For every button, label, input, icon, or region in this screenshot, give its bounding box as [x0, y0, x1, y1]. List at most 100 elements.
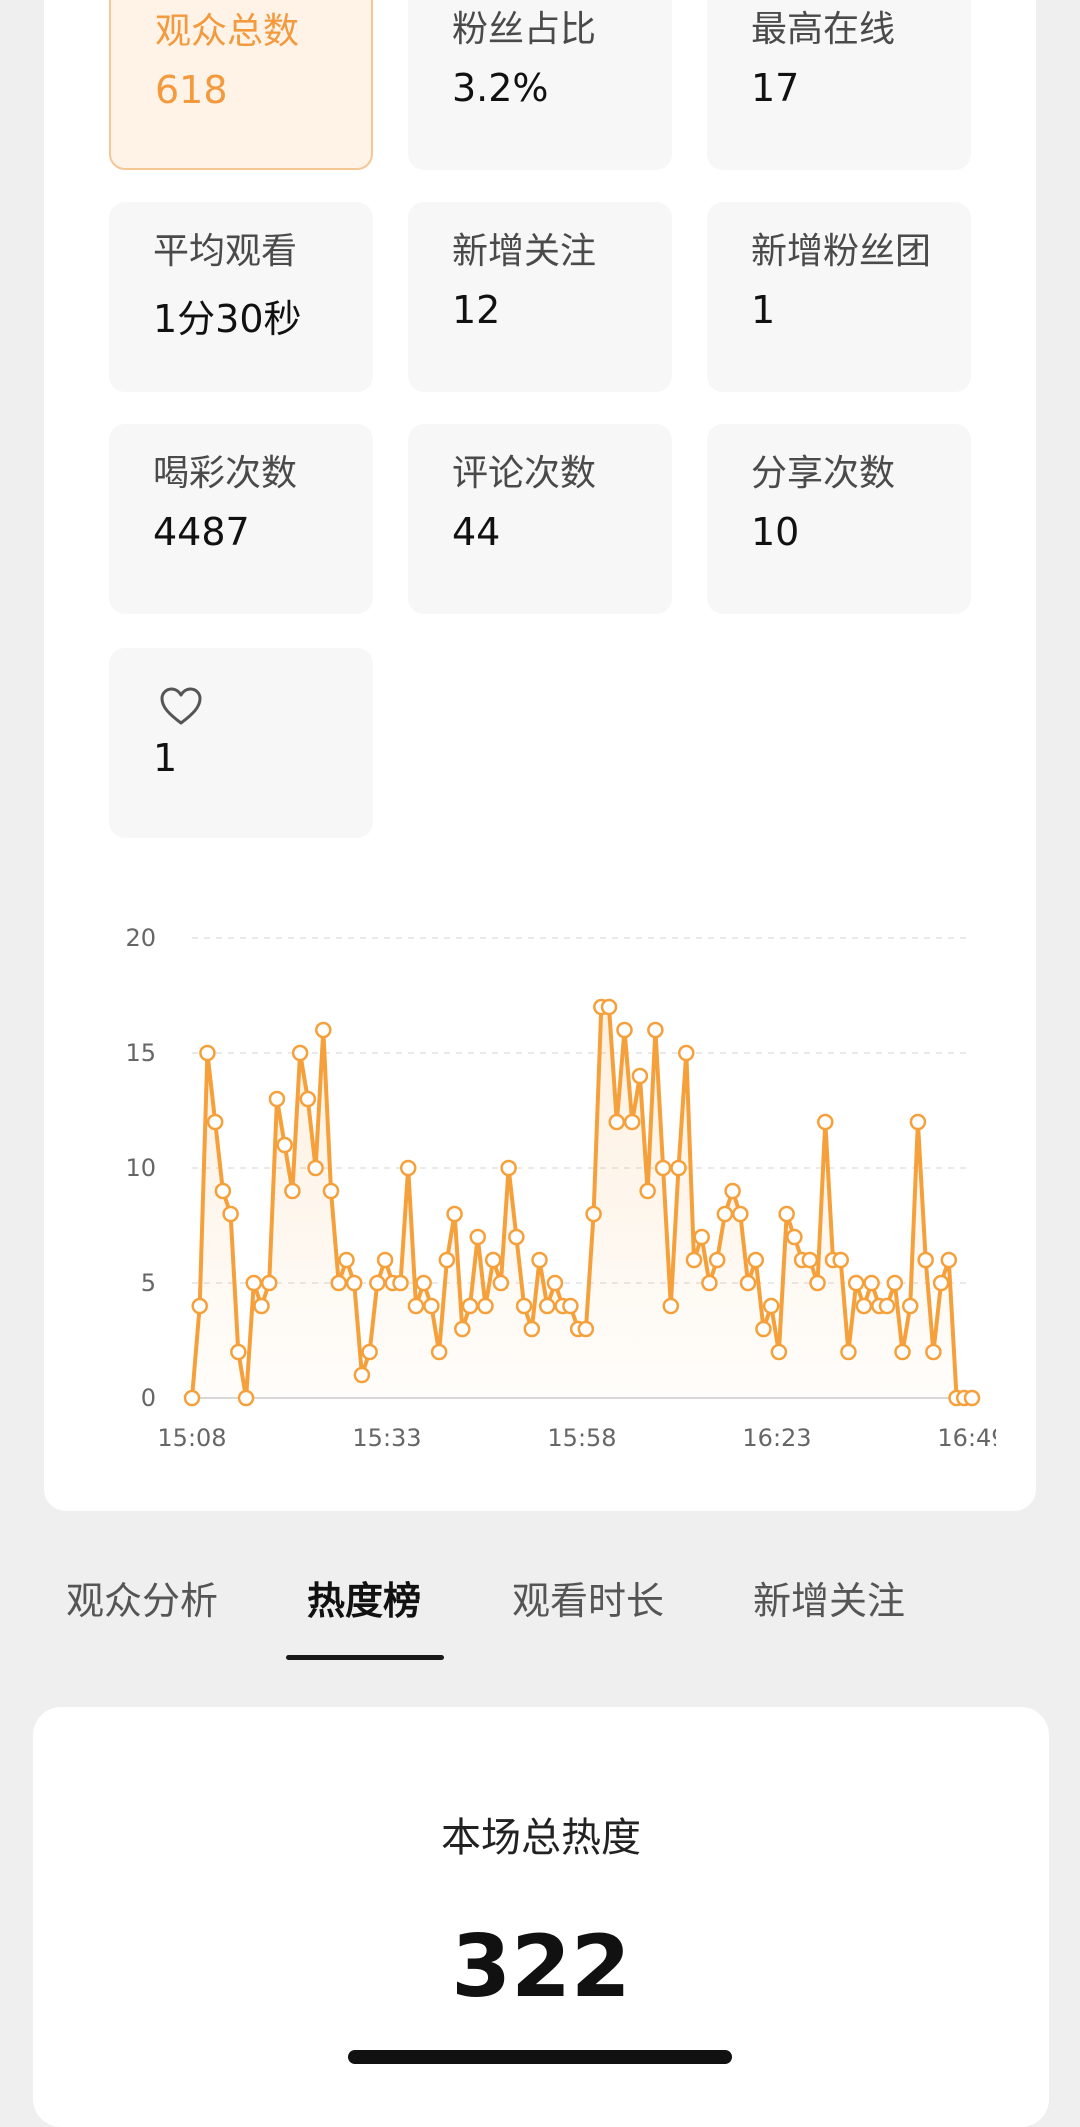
- data-point: [538, 1297, 556, 1315]
- data-point: [855, 1297, 873, 1315]
- stat-value: 1: [153, 736, 178, 780]
- data-point: [546, 1274, 564, 1292]
- data-point: [678, 1044, 695, 1062]
- data-point: [345, 1274, 363, 1292]
- data-point: [832, 1251, 849, 1269]
- data-point: [577, 1320, 595, 1338]
- data-point: [376, 1251, 394, 1269]
- stat-label: 分享次数: [751, 453, 896, 494]
- stat-label: 粉丝占比: [452, 9, 597, 50]
- x-tick-label: 15:58: [547, 1424, 616, 1452]
- data-point: [909, 1113, 927, 1131]
- total-heat-card: 本场总热度 322: [33, 1707, 1049, 2127]
- data-point: [407, 1297, 425, 1315]
- data-point: [708, 1251, 726, 1269]
- stat-tile-new-fan-club[interactable]: 新增粉丝团 1: [707, 202, 971, 392]
- data-point: [925, 1343, 942, 1361]
- stat-tile-cheers[interactable]: 喝彩次数 4487: [109, 424, 373, 614]
- stat-label: 新增粉丝团: [751, 231, 932, 272]
- data-point: [801, 1251, 819, 1269]
- data-point: [222, 1205, 239, 1223]
- y-tick-label: 10: [125, 1154, 156, 1182]
- stat-value: 1: [751, 288, 776, 332]
- stat-tile-avg-watch[interactable]: 平均观看 1分30秒: [109, 202, 373, 392]
- stat-value: 4487: [153, 510, 250, 554]
- data-point: [863, 1274, 880, 1292]
- y-tick-label: 20: [125, 924, 156, 952]
- data-point: [492, 1274, 510, 1292]
- data-point: [353, 1366, 371, 1384]
- data-point: [847, 1274, 865, 1292]
- data-point: [670, 1159, 687, 1177]
- data-point: [755, 1320, 772, 1338]
- data-point: [693, 1228, 710, 1246]
- stat-tile-new-follows[interactable]: 新增关注 12: [408, 202, 672, 392]
- stat-value: 12: [452, 288, 501, 332]
- data-point: [454, 1320, 471, 1338]
- stat-label: 最高在线: [751, 9, 896, 50]
- tab-new-follows[interactable]: 新增关注: [753, 1579, 906, 1623]
- data-point: [770, 1343, 788, 1361]
- data-point: [392, 1274, 409, 1292]
- home-indicator[interactable]: [348, 2050, 732, 2064]
- data-point: [214, 1182, 232, 1200]
- data-point: [901, 1297, 919, 1315]
- active-tab-indicator: [286, 1655, 444, 1660]
- data-point: [701, 1274, 718, 1292]
- data-point: [508, 1228, 525, 1246]
- data-point: [608, 1113, 626, 1131]
- data-point: [399, 1159, 417, 1177]
- x-tick-label: 15:08: [157, 1424, 226, 1452]
- data-point: [963, 1389, 981, 1407]
- data-point: [415, 1274, 432, 1292]
- data-point: [461, 1297, 479, 1315]
- data-point: [840, 1343, 857, 1361]
- stat-tile-likes[interactable]: 1: [109, 648, 373, 838]
- data-point: [369, 1274, 386, 1292]
- data-point: [932, 1274, 950, 1292]
- data-point: [438, 1251, 456, 1269]
- stat-tile-shares[interactable]: 分享次数 10: [707, 424, 971, 614]
- data-point: [430, 1343, 448, 1361]
- data-point: [739, 1274, 757, 1292]
- stat-label: 新增关注: [452, 231, 597, 272]
- data-point: [747, 1251, 765, 1269]
- tab-audience-analysis[interactable]: 观众分析: [66, 1579, 219, 1623]
- data-point: [732, 1205, 749, 1223]
- total-heat-title: 本场总热度: [441, 1815, 641, 1861]
- data-point: [716, 1205, 734, 1223]
- data-point: [886, 1274, 904, 1292]
- stat-value: 10: [751, 510, 800, 554]
- data-point: [817, 1113, 834, 1131]
- data-point: [515, 1297, 533, 1315]
- data-point: [662, 1297, 680, 1315]
- stat-label: 平均观看: [153, 231, 298, 272]
- series-area: [192, 1007, 972, 1398]
- data-point: [446, 1205, 463, 1223]
- data-point: [230, 1343, 247, 1361]
- heart-outline-icon: [160, 687, 202, 725]
- stat-tile-peak-online[interactable]: 最高在线 17: [707, 0, 971, 170]
- data-point: [762, 1297, 780, 1315]
- data-point: [361, 1343, 378, 1361]
- stat-tile-fan-ratio[interactable]: 粉丝占比 3.2%: [408, 0, 672, 170]
- stat-value: 17: [751, 66, 800, 110]
- y-tick-label: 15: [125, 1039, 156, 1067]
- data-point: [268, 1090, 286, 1108]
- data-point: [315, 1021, 332, 1039]
- total-heat-value: 322: [451, 1917, 631, 2017]
- tab-heat-ranking[interactable]: 热度榜: [307, 1579, 422, 1623]
- data-point: [623, 1113, 641, 1131]
- x-tick-label: 16:49: [937, 1424, 996, 1452]
- data-point: [253, 1297, 270, 1315]
- stat-tile-comments[interactable]: 评论次数 44: [408, 424, 672, 614]
- stat-value: 1分30秒: [153, 297, 302, 341]
- data-point: [423, 1297, 440, 1315]
- stat-tile-viewers[interactable]: 观众总数 618: [109, 0, 373, 170]
- tab-watch-duration[interactable]: 观看时长: [512, 1579, 665, 1623]
- data-point: [484, 1251, 502, 1269]
- data-point: [469, 1228, 486, 1246]
- data-point: [654, 1159, 672, 1177]
- data-point: [477, 1297, 494, 1315]
- data-point: [199, 1044, 216, 1062]
